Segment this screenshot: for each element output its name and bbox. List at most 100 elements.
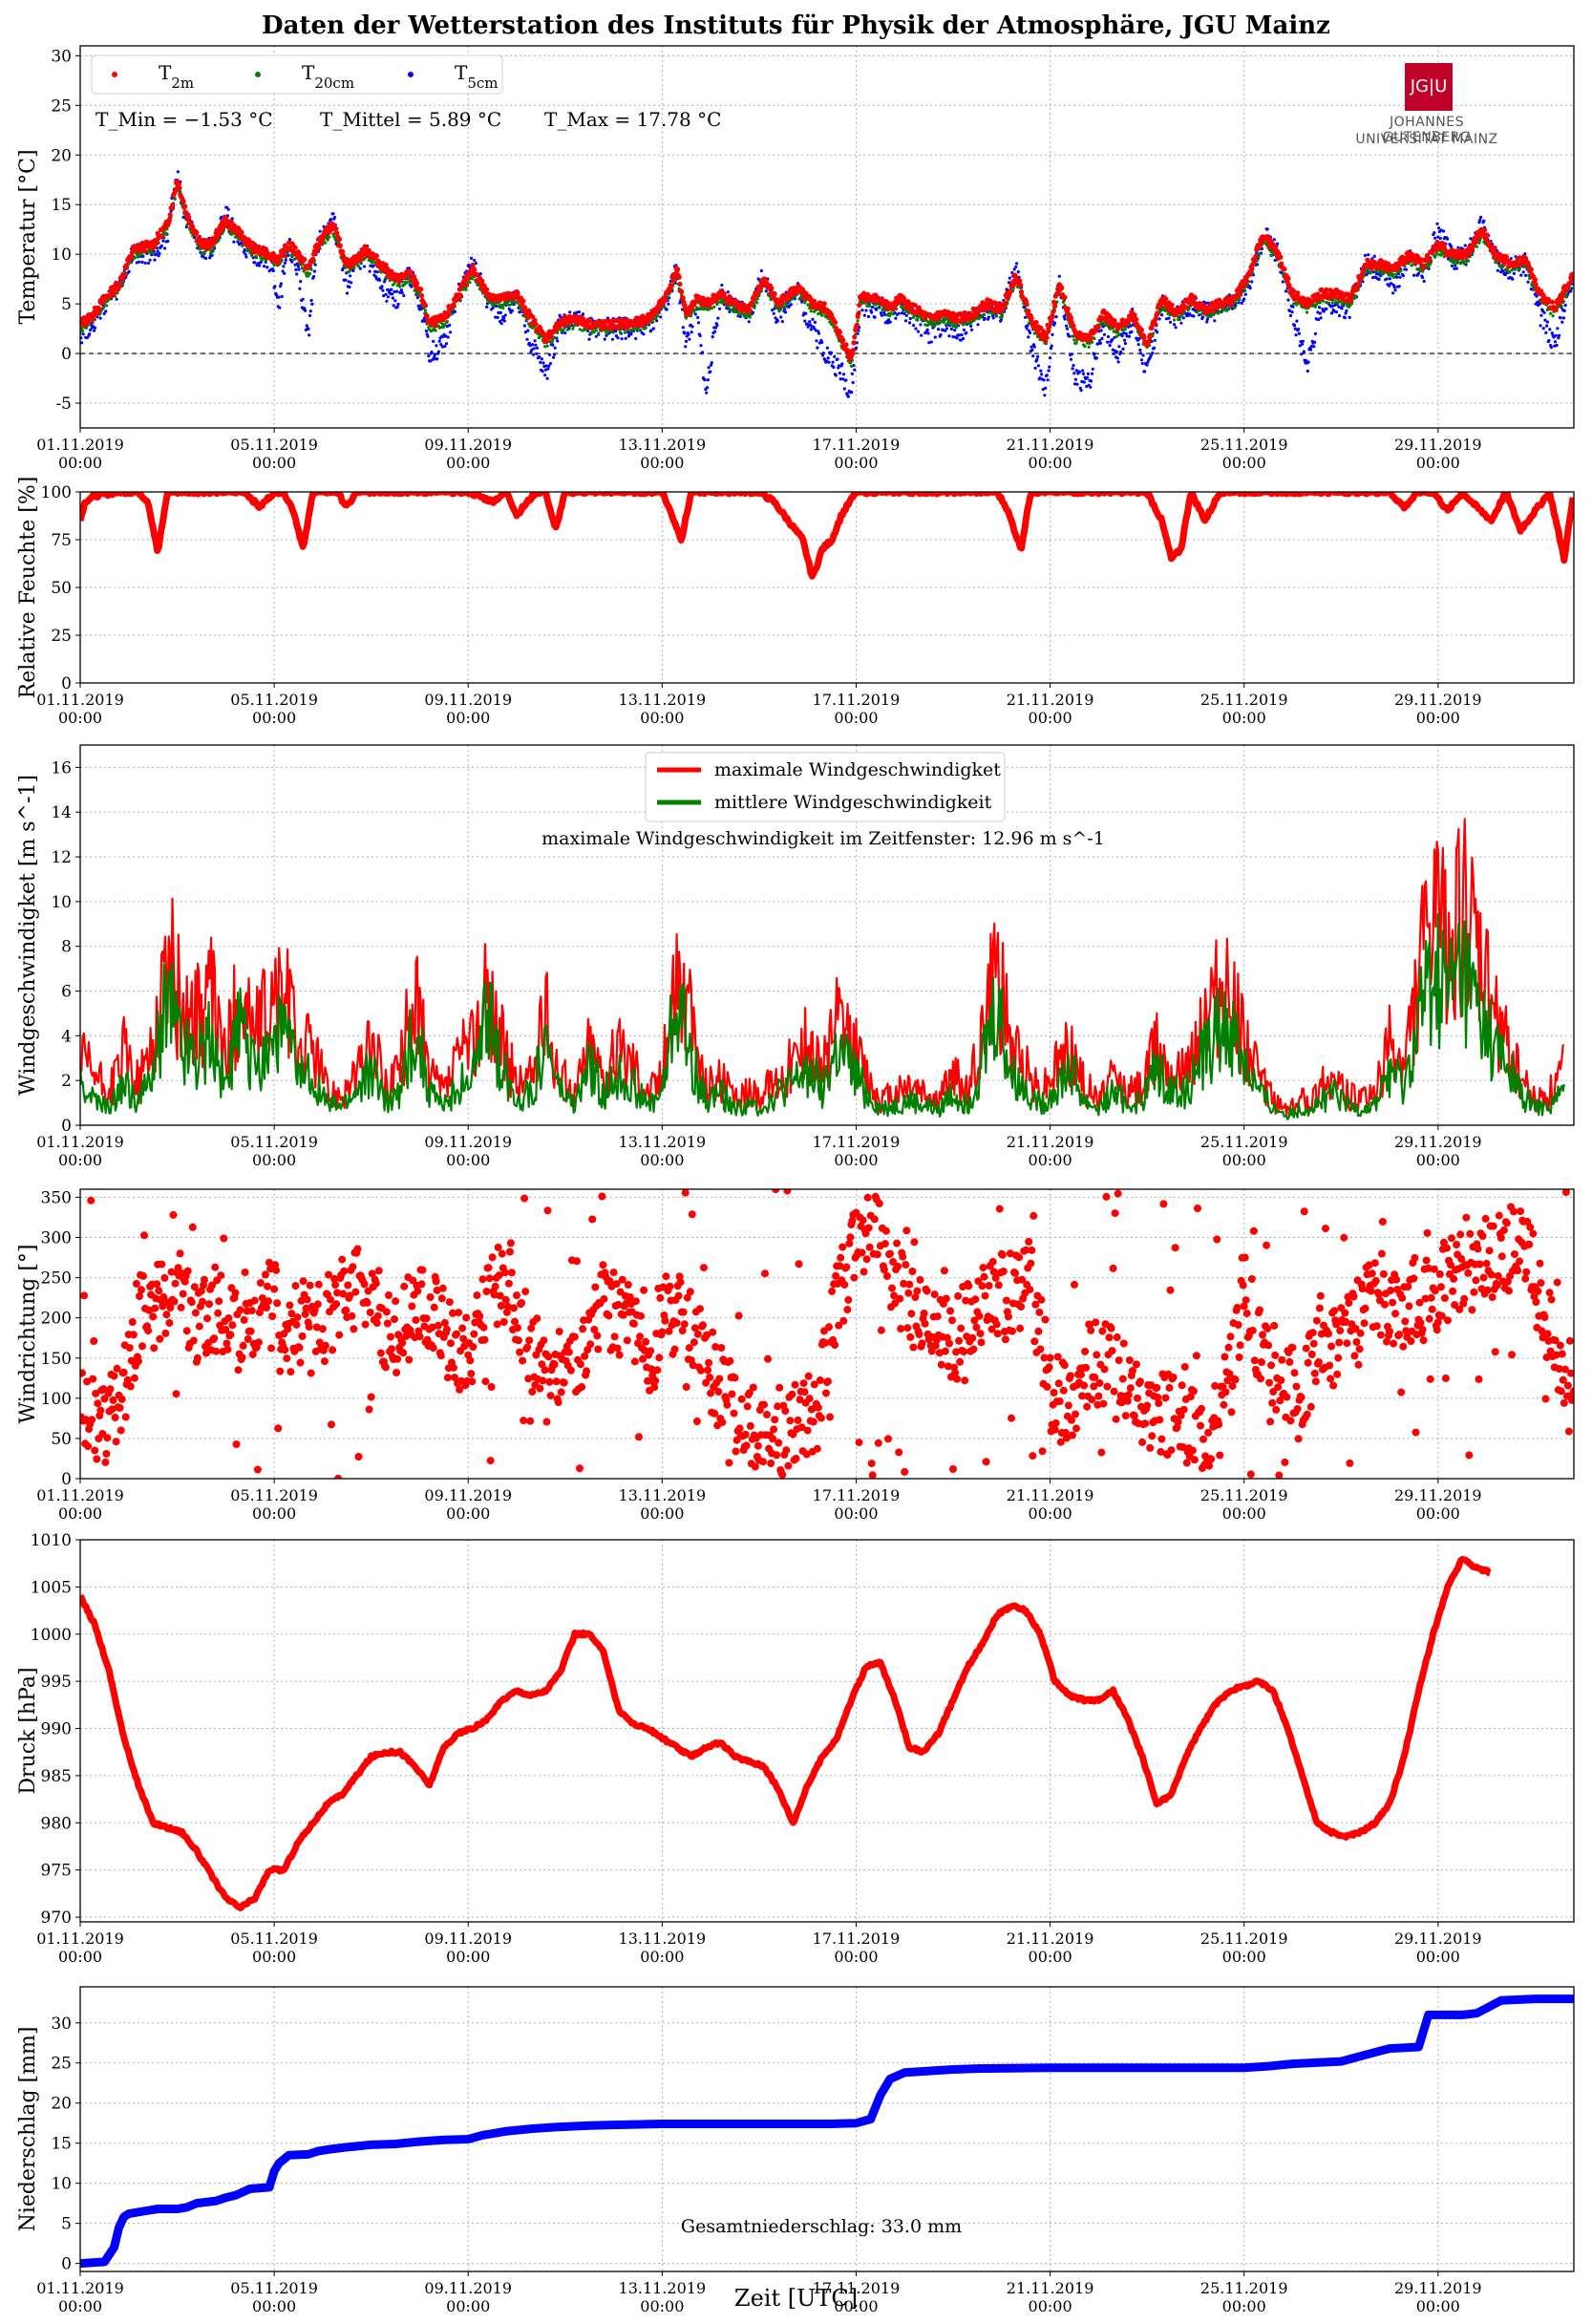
data-point (140, 261, 143, 264)
data-point (663, 306, 666, 309)
data-point (1539, 314, 1542, 317)
data-point (687, 333, 690, 336)
data-point (1273, 238, 1276, 241)
data-point (1467, 260, 1470, 263)
data-point (820, 341, 823, 344)
data-point (283, 272, 286, 275)
data-point (969, 325, 972, 328)
data-point (1140, 358, 1143, 361)
data-point (1412, 274, 1415, 277)
data-point (939, 333, 942, 336)
data-point (1043, 378, 1046, 381)
data-point (652, 327, 655, 330)
data-point (385, 293, 388, 296)
data-point (1510, 257, 1513, 260)
data-point (850, 365, 853, 368)
data-point (677, 275, 682, 280)
data-point (1086, 376, 1089, 379)
data-point (1364, 254, 1367, 257)
data-point (1344, 316, 1347, 319)
data-point (1058, 275, 1061, 278)
data-point (669, 284, 674, 288)
data-point (1435, 223, 1438, 225)
data-point (445, 342, 448, 345)
data-point (425, 313, 430, 318)
data-point (344, 279, 347, 282)
data-point (720, 284, 723, 287)
data-point (773, 312, 775, 315)
data-point (684, 345, 687, 348)
data-point (979, 316, 982, 319)
data-point (1093, 353, 1095, 356)
data-point (1298, 332, 1301, 335)
data-point (1098, 339, 1101, 342)
data-point (416, 296, 419, 299)
data-point (690, 325, 693, 328)
data-point (1026, 327, 1029, 330)
data-point (1153, 347, 1156, 350)
data-point (88, 332, 91, 335)
data-point (1513, 272, 1516, 275)
data-point (1391, 291, 1394, 294)
data-point (435, 357, 438, 360)
data-point (1546, 321, 1549, 324)
data-point (295, 272, 298, 275)
data-point (414, 281, 419, 286)
series-T20cm (78, 181, 1575, 368)
data-point (1071, 352, 1073, 355)
data-point (551, 344, 554, 347)
data-point (1080, 389, 1083, 392)
data-point (273, 285, 276, 288)
data-point (1111, 338, 1114, 341)
data-point (1146, 364, 1149, 367)
data-point (124, 263, 129, 267)
data-point (448, 324, 451, 327)
data-point (1072, 372, 1075, 374)
data-point (947, 334, 950, 337)
data-point (99, 317, 102, 320)
series-T2m (77, 179, 1576, 361)
data-point (435, 330, 437, 332)
data-point (1119, 351, 1122, 353)
data-point (94, 327, 96, 330)
data-point (194, 230, 199, 235)
data-point (1393, 286, 1396, 288)
data-point (755, 291, 760, 296)
data-point (239, 230, 244, 235)
data-point (701, 351, 704, 353)
data-point (446, 312, 451, 317)
data-point (1074, 378, 1077, 381)
data-point (627, 334, 630, 337)
data-point (1338, 314, 1341, 317)
data-point (832, 366, 835, 369)
data-point (280, 282, 283, 285)
data-point (624, 331, 626, 334)
data-point (333, 216, 336, 219)
data-point (502, 316, 505, 319)
data-point (847, 395, 850, 398)
data-point (313, 270, 316, 273)
data-point (302, 257, 307, 262)
data-point (276, 261, 281, 266)
data-point (634, 337, 637, 340)
data-point (284, 262, 287, 265)
data-point (516, 291, 520, 296)
data-point (1091, 373, 1093, 375)
data-point (681, 295, 686, 300)
data-point (177, 170, 180, 173)
data-point (479, 279, 484, 284)
data-point (1068, 335, 1071, 338)
data-point (340, 249, 345, 254)
data-point (160, 245, 163, 247)
data-point (1560, 321, 1563, 324)
data-point (357, 265, 360, 267)
data-point (578, 310, 581, 313)
data-point (987, 311, 990, 314)
data-point (1398, 285, 1401, 288)
data-point (945, 327, 948, 330)
data-point (1327, 302, 1329, 305)
data-point (549, 334, 554, 339)
data-point (715, 324, 718, 327)
data-point (645, 326, 647, 329)
data-point (778, 303, 783, 308)
